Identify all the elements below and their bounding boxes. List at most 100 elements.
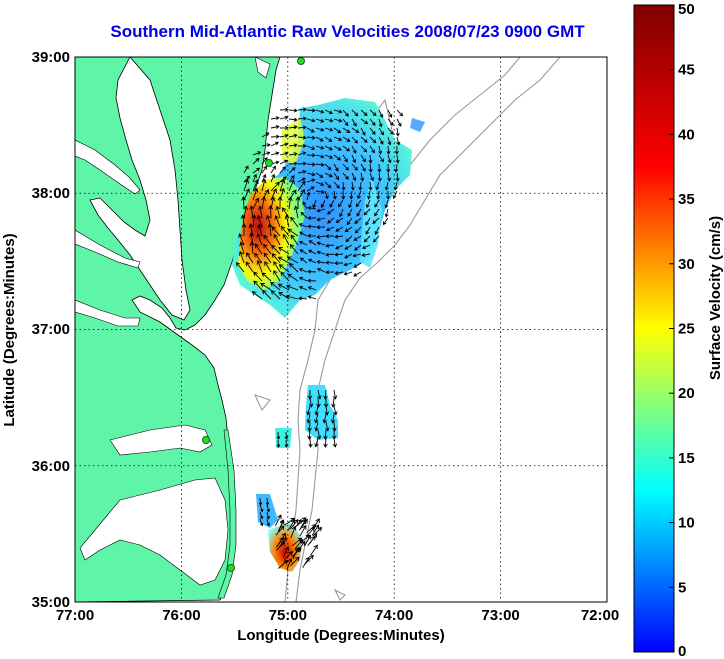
velocity-arrow: [369, 109, 377, 116]
velocity-arrow: [314, 437, 319, 448]
velocity-arrow: [342, 118, 349, 127]
velocity-arrow: [333, 127, 342, 134]
velocity-arrow: [307, 233, 317, 238]
velocity-arrow: [349, 190, 354, 200]
velocity-arrow: [325, 421, 330, 432]
velocity-arrow: [387, 109, 393, 118]
bathymetry-contours: [253, 57, 561, 602]
velocity-arrow: [316, 241, 326, 246]
velocity-arrow: [316, 397, 321, 408]
velocity-arrow: [368, 181, 373, 191]
velocity-arrow: [395, 127, 400, 137]
velocity-arrow: [314, 421, 319, 432]
velocity-arrow: [369, 172, 374, 182]
velocity-arrow: [260, 282, 272, 291]
velocity-arrow: [258, 497, 263, 506]
velocity-arrow: [315, 136, 324, 142]
y-tick-label: 37:00: [32, 321, 70, 338]
velocity-arrow: [325, 234, 335, 239]
velocity-arrow: [270, 124, 280, 129]
velocity-arrow: [360, 154, 366, 163]
velocity-arrow: [307, 421, 312, 432]
velocity-arrow: [259, 518, 264, 527]
velocity-arrow: [297, 143, 307, 148]
velocity-arrow: [374, 226, 380, 236]
velocity-arrow: [334, 271, 344, 276]
velocity-arrow: [360, 172, 365, 182]
velocity-arrow: [306, 413, 311, 424]
velocity-arrow: [384, 208, 389, 218]
velocity-arrow: [322, 413, 327, 424]
velocity-arrow: [378, 118, 383, 128]
velocity-arrow: [351, 118, 357, 127]
velocity-arrow: [266, 504, 271, 513]
velocity-arrow: [299, 257, 308, 264]
velocity-arrow: [306, 118, 316, 123]
velocity-arrow: [315, 145, 325, 150]
hot-velocity-patch: [238, 176, 305, 290]
velocity-arrow: [299, 519, 306, 531]
velocity-arrow: [263, 234, 272, 246]
velocity-arrow: [306, 191, 311, 201]
velocity-arrow: [360, 163, 366, 172]
velocity-arrow: [270, 134, 280, 139]
velocity-arrow: [378, 154, 384, 163]
velocity-arrow: [341, 181, 346, 191]
colorbar-tick-label: 40: [678, 126, 695, 143]
velocity-arrow: [243, 165, 249, 174]
velocity-arrow: [360, 136, 368, 143]
velocity-arrow: [266, 511, 270, 520]
velocity-arrow: [351, 163, 358, 171]
colorbar-tick-label: 30: [678, 256, 695, 273]
velocity-arrow: [270, 141, 280, 147]
velocity-arrow: [316, 217, 326, 222]
velocity-arrow: [338, 199, 344, 208]
velocity-arrow: [276, 431, 281, 440]
velocity-arrow: [333, 145, 342, 151]
velocity-arrow: [243, 175, 251, 183]
velocity-arrow: [293, 205, 299, 219]
velocity-arrow: [315, 181, 325, 186]
velocity-arrow: [316, 267, 326, 273]
velocity-arrow: [394, 163, 399, 173]
velocity-arrow: [343, 262, 353, 267]
chesapeake-bay: [89, 57, 191, 321]
velocity-arrow: [302, 201, 308, 210]
velocity-arrow: [342, 109, 349, 117]
velocity-arrow: [353, 235, 362, 241]
velocity-arrow: [378, 145, 383, 155]
velocity-arrow: [288, 108, 298, 113]
velocity-arrow: [351, 109, 359, 117]
velocity-arrow: [377, 163, 382, 173]
velocity-arrow: [288, 167, 296, 174]
velocity-arrow: [290, 234, 299, 246]
velocity-arrow: [360, 118, 369, 125]
velocity-arrow: [252, 167, 261, 174]
velocity-arrow: [307, 269, 317, 274]
velocity-arrow: [267, 223, 273, 237]
velocity-arrow: [352, 253, 362, 258]
velocity-arrow: [387, 127, 394, 135]
velocity-arrow: [316, 259, 326, 264]
velocity-arrow: [308, 240, 317, 246]
velocity-arrow: [306, 145, 316, 150]
velocity-arrow: [386, 145, 391, 155]
velocity-arrow: [378, 127, 384, 136]
velocity-arrow: [363, 208, 371, 216]
velocity-arrow: [280, 271, 290, 282]
velocity-arrow: [396, 118, 402, 127]
velocity-arrow: [365, 199, 371, 209]
velocity-arrow: [288, 175, 295, 183]
velocity-arrow: [297, 125, 307, 130]
grid-lines: [75, 57, 607, 602]
x-axis-label: Longitude (Degrees:Minutes): [237, 627, 445, 644]
velocity-arrow: [368, 154, 373, 164]
velocity-arrow: [342, 163, 349, 171]
colorbar-tick-label: 10: [678, 515, 695, 532]
velocity-arrow: [384, 181, 389, 191]
velocity-arrow: [369, 145, 375, 154]
velocity-arrow: [324, 190, 329, 200]
velocity-arrow: [285, 294, 299, 300]
velocity-arrow: [395, 172, 400, 182]
velocity-arrow: [261, 132, 270, 138]
